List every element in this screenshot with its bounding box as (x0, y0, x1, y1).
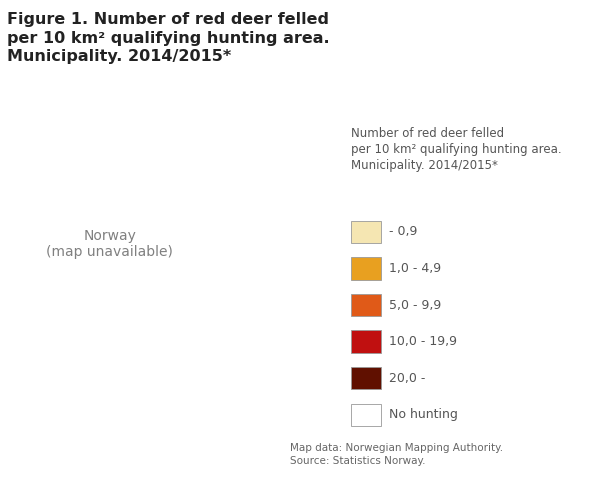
Text: - 0,9: - 0,9 (389, 225, 418, 238)
Text: Map data: Norwegian Mapping Authority.
Source: Statistics Norway.: Map data: Norwegian Mapping Authority. S… (290, 443, 503, 466)
Text: 1,0 - 4,9: 1,0 - 4,9 (389, 262, 441, 275)
Text: 10,0 - 19,9: 10,0 - 19,9 (389, 335, 457, 348)
Text: Norway
(map unavailable): Norway (map unavailable) (46, 229, 173, 259)
Text: Number of red deer felled
per 10 km² qualifying hunting area.
Municipality. 2014: Number of red deer felled per 10 km² qua… (351, 127, 561, 172)
Text: 5,0 - 9,9: 5,0 - 9,9 (389, 299, 442, 311)
Text: Figure 1. Number of red deer felled
per 10 km² qualifying hunting area.
Municipa: Figure 1. Number of red deer felled per … (7, 12, 330, 64)
Text: 20,0 -: 20,0 - (389, 372, 426, 385)
Text: No hunting: No hunting (389, 408, 458, 421)
